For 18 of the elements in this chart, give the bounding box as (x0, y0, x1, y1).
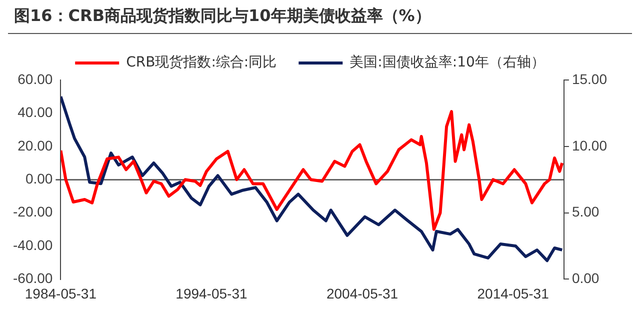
y2-tick-label: 10.00 (572, 137, 608, 154)
chart-title: 图16：CRB商品现货指数同比与10年期美债收益率（%） (8, 6, 632, 34)
y-tick-label: -20.00 (12, 204, 53, 220)
y-tick-label: -40.00 (12, 236, 53, 253)
x-tick-label: 1984-05-31 (24, 285, 97, 302)
y-tick-label: 60.00 (18, 70, 53, 87)
y-tick-label: 40.00 (18, 104, 53, 120)
y2-tick-label: 0.00 (572, 270, 600, 286)
x-tick-label: 2004-05-31 (326, 285, 398, 302)
y2-tick-label: 15.00 (572, 70, 608, 87)
y-tick-label: -60.00 (12, 270, 53, 286)
y-tick-label: 20.00 (18, 137, 53, 154)
y2-tick-label: 5.00 (572, 204, 600, 220)
x-tick-label: 1994-05-31 (176, 285, 248, 302)
y-tick-label: 0.00 (25, 170, 53, 186)
legend-label: CRB现货指数:综合:同比 (126, 54, 277, 71)
x-tick-label: 2014-05-31 (477, 285, 550, 302)
legend-label: 美国:国债收益率:10年（右轴） (350, 54, 545, 71)
